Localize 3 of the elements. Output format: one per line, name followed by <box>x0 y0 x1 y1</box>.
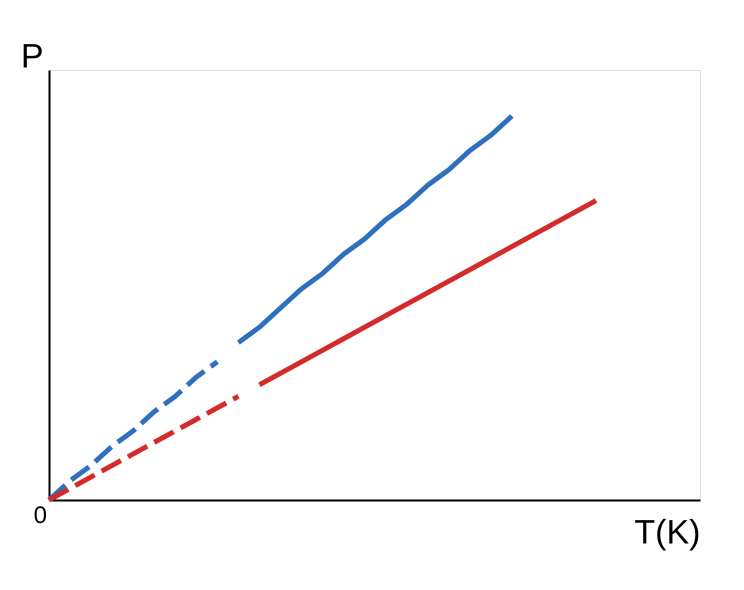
y-axis-title: P <box>20 38 44 76</box>
text: 0 <box>34 502 47 529</box>
x-axis-title: T(K) <box>634 514 700 552</box>
